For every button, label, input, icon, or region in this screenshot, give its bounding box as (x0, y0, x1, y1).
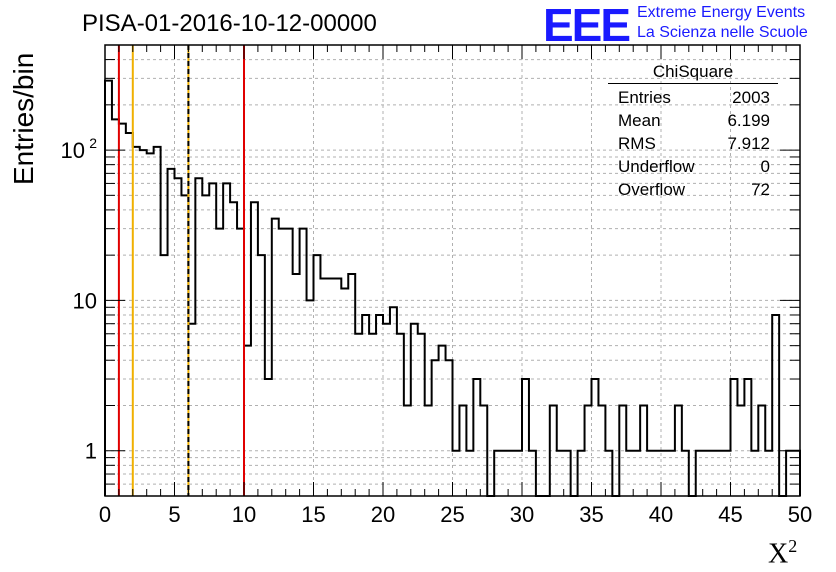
x-tick-label: 45 (718, 502, 742, 527)
stats-row-entries: Entries 2003 (618, 88, 770, 107)
x-tick-label: 30 (510, 502, 534, 527)
y-tick-label-exponent: 2 (89, 135, 97, 151)
logo-line-2: La Scienza nelle Scuole (637, 24, 808, 41)
y-tick-label: 10 (61, 138, 85, 163)
stats-row-overflow: Overflow 72 (618, 180, 770, 199)
x-tick-label: 0 (99, 502, 111, 527)
x-tick-label: 35 (579, 502, 603, 527)
stats-row-mean: Mean 6.199 (618, 111, 770, 130)
x-tick-label: 5 (168, 502, 180, 527)
y-tick-label: 10 (73, 288, 97, 313)
y-tick-label: 1 (85, 439, 97, 464)
x-tick-label: 20 (371, 502, 395, 527)
y-axis-label: Entries/bin (8, 52, 39, 185)
x-tick-label: 25 (440, 502, 464, 527)
x-axis-label: X2 (768, 536, 798, 570)
x-tick-label: 15 (301, 502, 325, 527)
x-tick-label: 50 (788, 502, 812, 527)
eee-logo: EEE (543, 0, 631, 51)
stats-name: ChiSquare (608, 62, 778, 84)
logo-line-1: Extreme Energy Events (637, 4, 806, 21)
x-tick-label: 10 (232, 502, 256, 527)
x-tick-label: 40 (649, 502, 673, 527)
histogram-series (104, 79, 801, 497)
chart-title: PISA-01-2016-10-12-00000 (82, 10, 377, 37)
stats-row-underflow: Underflow 0 (618, 157, 770, 176)
stats-box: ChiSquare Entries 2003 Mean 6.199 RMS 7.912… (608, 62, 778, 201)
stats-row-rms: RMS 7.912 (618, 134, 770, 153)
